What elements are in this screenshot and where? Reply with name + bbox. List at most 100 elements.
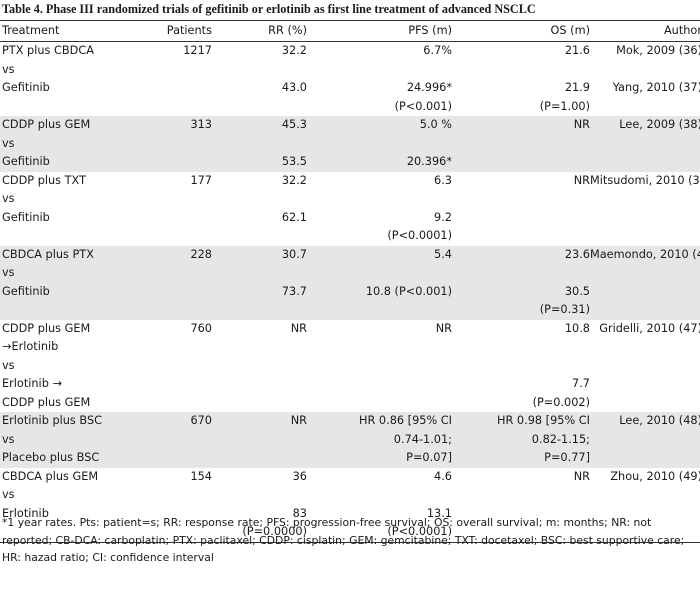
cell-rr xyxy=(212,61,307,80)
cell-treatment: PTX plus CBDCA xyxy=(2,44,94,57)
cell-author xyxy=(590,153,700,172)
cell-rr: 36 xyxy=(292,469,307,483)
cell-author xyxy=(590,375,700,394)
cell-patients: 228 xyxy=(130,245,212,264)
cell-rr xyxy=(212,449,307,468)
cell-pfs: 6.7% xyxy=(423,44,452,57)
cell-patients xyxy=(130,357,212,376)
cell-pfs xyxy=(307,264,452,283)
cell-patients xyxy=(130,209,212,228)
cell-treatment xyxy=(0,301,130,320)
cell-author: Mitsudomi, 2010 (39) xyxy=(590,173,700,187)
cell-os: 10.8 xyxy=(564,321,590,335)
cell-pfs xyxy=(307,486,452,505)
table-row: Gefitinib 62.1 9.2 xyxy=(0,209,700,228)
cell-patients xyxy=(130,61,212,80)
cell-patients xyxy=(130,430,212,449)
cell-os: 23.6 xyxy=(452,245,590,264)
cell-os xyxy=(452,227,590,246)
cell-treatment xyxy=(0,98,130,117)
cell-patients xyxy=(130,134,212,153)
cell-author xyxy=(590,394,700,413)
trials-table: Treatment Patients RR (%) PFS (m) OS (m)… xyxy=(0,20,700,543)
cell-patients: 670 xyxy=(130,412,212,431)
table-row: Gefitinib 73.7 10.8 (P<0.001) 30.5 xyxy=(0,282,700,301)
cell-pfs xyxy=(307,394,452,413)
cell-author: Lee, 2010 (48) xyxy=(590,412,700,431)
cell-treatment xyxy=(0,523,130,543)
cell-os: 0.82-1.15; xyxy=(452,430,590,449)
table-row: CDDP plus GEM 760 NR NR 10.8 Gridelli, 2010 (… xyxy=(0,320,700,339)
cell-rr xyxy=(212,394,307,413)
table-row: CDDP plus GEM (P=0.002) xyxy=(0,394,700,413)
cell-treatment xyxy=(0,227,130,246)
table-row: Erlotinib → 7.7 xyxy=(0,375,700,394)
cell-os: (P=0.31) xyxy=(452,301,590,320)
cell-author: Yang, 2010 (37) xyxy=(612,81,700,94)
table-row: Erlotinib plus BSC 670 NR HR 0.86 [95% CI HR… xyxy=(0,412,700,431)
cell-os: (P=1.00) xyxy=(539,99,590,113)
table-row: vs 0.74-1.01; 0.82-1.15; xyxy=(0,430,700,449)
cell-pfs: (P<0.0001) xyxy=(307,523,452,543)
cell-rr: (P=0.0000) xyxy=(212,523,307,543)
cell-treatment: vs xyxy=(0,430,130,449)
cell-rr: 83 xyxy=(292,506,307,520)
cell-rr: 43.0 xyxy=(281,81,307,94)
cell-pfs: 0.74-1.01; xyxy=(307,430,452,449)
table-row: CDDP plus TXT 177 32.2 6.3 NR Mitsudomi, 2010… xyxy=(0,172,700,191)
cell-author: Maemondo, 2010 (40) xyxy=(590,245,700,264)
cell-author xyxy=(590,227,700,246)
cell-rr: NR xyxy=(290,321,307,335)
cell-os xyxy=(452,338,590,357)
table-body: PTX plus CBDCA 1217 32.2 6.7% 21.6 Mok, 2009 … xyxy=(0,42,700,543)
cell-treatment: CDDP plus GEM xyxy=(2,321,91,335)
header-author: Author xyxy=(590,20,700,42)
footnote: *1 year rates. Pts: patient=s; RR: respo… xyxy=(2,516,685,564)
cell-pfs: 10.8 (P<0.001) xyxy=(307,282,452,301)
cell-pfs xyxy=(307,190,452,209)
cell-os xyxy=(452,264,590,283)
cell-rr: 53.5 xyxy=(212,153,307,172)
cell-treatment: Erlotinib xyxy=(2,506,49,520)
cell-rr: 73.7 xyxy=(212,282,307,301)
cell-author xyxy=(590,486,700,505)
cell-rr xyxy=(212,190,307,209)
cell-os: P=0.77] xyxy=(452,449,590,468)
cell-author: Mok, 2009 (36) xyxy=(616,44,700,57)
cell-treatment: CDDP plus TXT xyxy=(2,173,86,187)
cell-pfs xyxy=(307,338,452,357)
cell-pfs: 20.396* xyxy=(307,153,452,172)
cell-author xyxy=(590,301,700,320)
cell-pfs: P=0.07] xyxy=(307,449,452,468)
cell-os xyxy=(452,523,590,543)
cell-pfs xyxy=(307,357,452,376)
table-row: CDDP plus GEM 313 45.3 5.0 % NR Lee, 2009 (38… xyxy=(0,116,700,135)
table-row: (P<0.0001) xyxy=(0,227,700,246)
cell-patients: 1217 xyxy=(183,44,212,57)
cell-rr xyxy=(212,357,307,376)
table-row: Gefitinib 53.5 20.396* xyxy=(0,153,700,172)
cell-patients xyxy=(130,153,212,172)
cell-pfs: NR xyxy=(435,321,452,335)
cell-author xyxy=(590,357,700,376)
cell-patients xyxy=(130,227,212,246)
cell-author xyxy=(590,449,700,468)
cell-author: Lee, 2009 (38) xyxy=(590,116,700,135)
cell-os xyxy=(452,357,590,376)
cell-author: Zhou, 2010 (49) xyxy=(610,469,700,483)
table-row: vs xyxy=(0,134,700,153)
cell-treatment: Gefitinib xyxy=(0,282,130,301)
header-pfs: PFS (m) xyxy=(307,20,452,42)
cell-pfs xyxy=(307,375,452,394)
cell-treatment: Gefitinib xyxy=(0,153,130,172)
cell-os: 7.7 xyxy=(572,377,590,390)
cell-treatment: Gefitinib xyxy=(2,81,50,94)
cell-patients xyxy=(130,190,212,209)
cell-pfs: 5.4 xyxy=(307,245,452,264)
cell-patients xyxy=(130,486,212,505)
cell-treatment: vs xyxy=(2,192,15,205)
cell-rr: 30.7 xyxy=(212,245,307,264)
cell-pfs: 24.996* xyxy=(406,81,452,94)
cell-treatment: vs xyxy=(0,264,130,283)
cell-rr xyxy=(212,375,307,394)
